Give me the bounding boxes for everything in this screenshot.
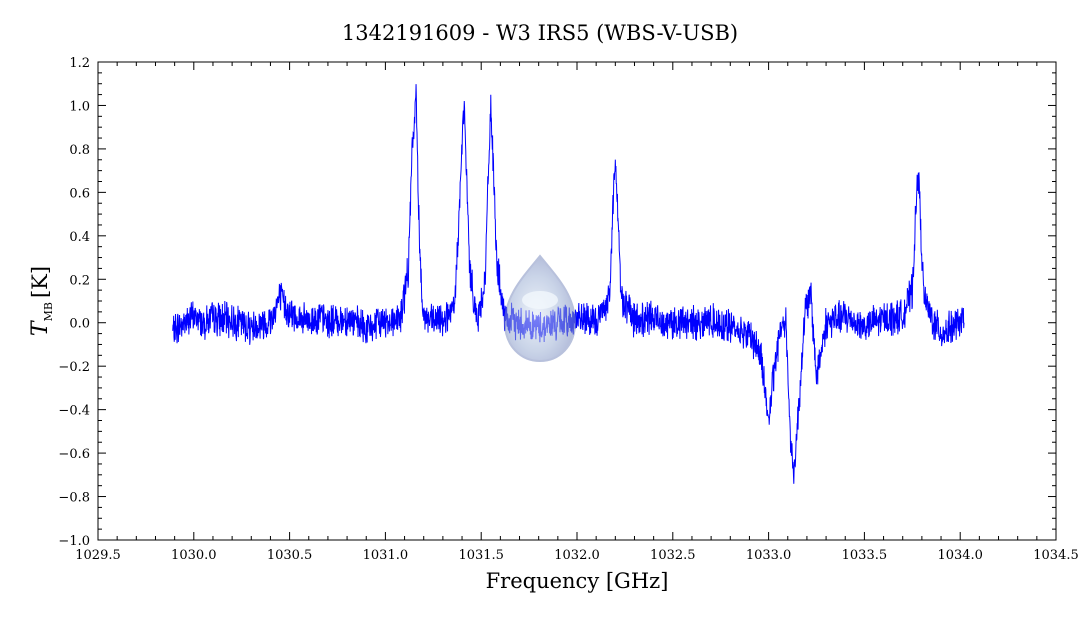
x-tick-label: 1031.0 — [363, 548, 409, 563]
y-tick-label: 0.0 — [69, 317, 90, 332]
y-tick-label: 1.0 — [69, 99, 90, 114]
y-tick-label: −0.2 — [58, 360, 90, 375]
y-axis-label-subscript: MB — [42, 302, 55, 321]
x-tick-label: 1034.5 — [1033, 548, 1079, 563]
y-tick-label: 1.2 — [69, 56, 90, 71]
series-layer — [172, 84, 965, 484]
x-axis-label: Frequency [GHz] — [486, 569, 669, 593]
series-line-0 — [172, 84, 965, 484]
y-axis-label-unit: [K] — [28, 266, 52, 298]
droplet-icon — [503, 254, 577, 363]
x-tick-label: 1030.0 — [171, 548, 217, 563]
x-tick-labels: 1029.5 1030.0 1030.5 1031.0 1031.5 1032.0 1032… — [75, 548, 1079, 563]
x-tick-label: 1032.0 — [554, 548, 600, 563]
y-tick-label: 0.4 — [69, 230, 90, 245]
svg-text:TMB[K]: TMB [K] — [28, 266, 55, 336]
chart-title: 1342191609 - W3 IRS5 (WBS-V-USB) — [342, 21, 738, 45]
plot-area — [97, 61, 1057, 541]
x-tick-label: 1033.0 — [746, 548, 792, 563]
y-tick-label: −0.4 — [58, 404, 90, 419]
y-tick-label: −0.8 — [58, 491, 90, 506]
x-tick-label: 1029.5 — [75, 548, 121, 563]
x-tick-label: 1034.0 — [937, 548, 983, 563]
y-tick-label: −0.6 — [58, 447, 90, 462]
x-tick-label: 1032.5 — [650, 548, 696, 563]
ticks-layer — [97, 61, 1057, 541]
y-axis-label: TMB [K] — [28, 266, 55, 336]
x-tick-label: 1031.5 — [458, 548, 504, 563]
y-tick-labels: −1.0 −0.8 −0.6 −0.4 −0.2 0.0 0.2 0.4 0.6 0.8 1.0 1.… — [58, 56, 90, 549]
y-tick-label: 0.8 — [69, 143, 90, 158]
y-tick-label: 0.2 — [69, 273, 90, 288]
x-tick-label: 1033.5 — [842, 548, 888, 563]
x-tick-label: 1030.5 — [267, 548, 313, 563]
y-tick-label: −1.0 — [58, 534, 90, 549]
y-tick-label: 0.6 — [69, 186, 90, 201]
y-axis-label-symbol: T — [28, 319, 53, 336]
